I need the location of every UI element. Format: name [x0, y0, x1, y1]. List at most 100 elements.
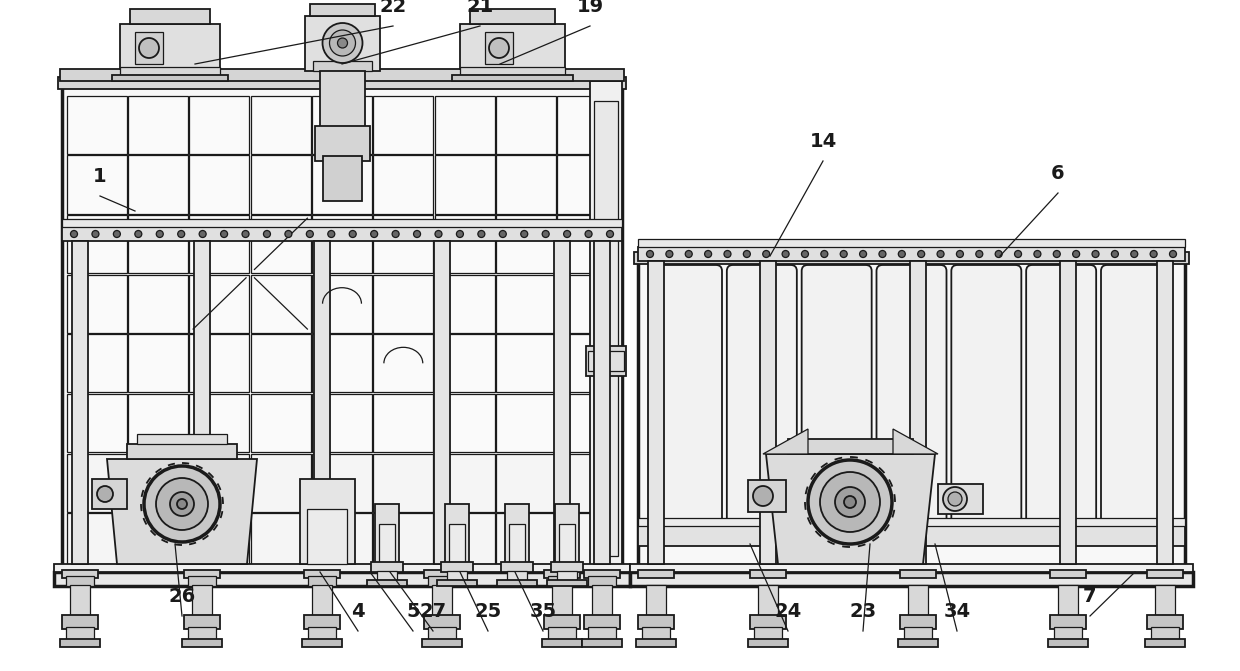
Bar [190, 156, 249, 213]
Circle shape [1169, 250, 1177, 258]
Bar [435, 215, 495, 273]
Bar [379, 524, 396, 564]
Bar [639, 526, 1185, 546]
Bar [184, 615, 219, 629]
Bar [496, 156, 556, 213]
Bar [1050, 570, 1086, 578]
Bar [312, 156, 372, 213]
Circle shape [976, 250, 983, 258]
Bar [192, 585, 212, 619]
FancyBboxPatch shape [652, 265, 722, 537]
Bar [304, 615, 340, 629]
Bar [496, 215, 556, 273]
Bar [322, 156, 362, 201]
Bar [312, 274, 372, 333]
Bar [66, 627, 94, 641]
Bar [374, 504, 399, 564]
Circle shape [564, 231, 570, 238]
Bar [373, 394, 433, 452]
Text: 23: 23 [849, 602, 877, 621]
Bar [639, 570, 675, 578]
Bar [544, 570, 580, 578]
Bar [58, 77, 626, 89]
Bar [634, 252, 1189, 264]
Circle shape [285, 231, 291, 238]
Bar [639, 256, 1185, 576]
Bar [501, 562, 533, 572]
Bar [62, 615, 98, 629]
Bar [551, 562, 583, 572]
Bar [646, 585, 666, 619]
Bar [441, 562, 472, 572]
Bar [190, 334, 249, 393]
Bar [312, 585, 332, 619]
Bar [308, 576, 336, 586]
Circle shape [521, 231, 528, 238]
Bar [552, 585, 572, 619]
Bar [432, 585, 453, 619]
Bar [558, 454, 618, 511]
Bar [900, 615, 936, 629]
Circle shape [1014, 250, 1022, 258]
Circle shape [821, 250, 828, 258]
Bar [558, 334, 618, 393]
Bar [547, 580, 587, 586]
Bar [590, 81, 622, 576]
Circle shape [996, 250, 1002, 258]
Bar [92, 479, 126, 509]
Circle shape [242, 231, 249, 238]
Bar [554, 241, 570, 564]
Bar [62, 81, 622, 576]
Circle shape [763, 250, 770, 258]
Bar [904, 627, 932, 641]
Bar [1147, 615, 1183, 629]
Bar [588, 576, 616, 586]
Circle shape [859, 250, 867, 258]
Polygon shape [763, 429, 808, 454]
Bar [62, 227, 622, 241]
Bar [507, 571, 527, 581]
Circle shape [113, 231, 120, 238]
Bar [250, 96, 310, 154]
Bar [250, 513, 310, 571]
Circle shape [477, 231, 485, 238]
Bar [367, 580, 407, 586]
Bar [470, 9, 556, 24]
Text: 24: 24 [774, 602, 801, 621]
Text: 34: 34 [944, 602, 971, 621]
Bar [373, 454, 433, 511]
Bar [135, 32, 162, 64]
Circle shape [156, 231, 164, 238]
Circle shape [844, 496, 856, 508]
Bar [435, 96, 495, 154]
Bar [937, 484, 983, 514]
Bar [1058, 585, 1078, 619]
Bar [496, 334, 556, 393]
Bar [435, 274, 495, 333]
Bar [373, 334, 433, 393]
Circle shape [820, 472, 880, 532]
Bar [308, 509, 347, 564]
Bar [435, 513, 495, 571]
Circle shape [949, 492, 962, 506]
FancyBboxPatch shape [1101, 265, 1171, 537]
Bar [649, 261, 663, 564]
Bar [640, 246, 1183, 252]
Circle shape [808, 460, 892, 544]
Bar [898, 639, 937, 647]
Circle shape [306, 231, 314, 238]
Text: 14: 14 [810, 132, 837, 151]
Bar [424, 570, 460, 578]
Circle shape [1034, 250, 1040, 258]
Circle shape [937, 250, 944, 258]
Bar [434, 241, 450, 564]
Bar [1147, 570, 1183, 578]
Text: 21: 21 [466, 0, 494, 16]
Bar [639, 247, 1185, 261]
Bar [120, 24, 219, 69]
Bar [62, 570, 98, 578]
Circle shape [542, 231, 549, 238]
Circle shape [500, 231, 506, 238]
Circle shape [743, 250, 750, 258]
Bar [250, 156, 310, 213]
